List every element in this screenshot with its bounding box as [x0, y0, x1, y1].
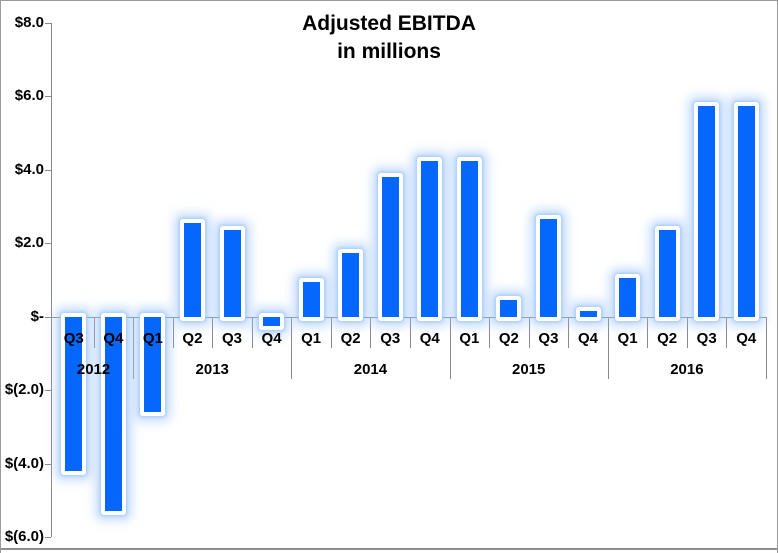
x-axis-tick — [370, 316, 372, 348]
x-axis-tick — [489, 316, 491, 348]
x-label-2015-q1: Q1 — [459, 330, 480, 347]
y-axis-label: $(6.0) — [4, 528, 44, 546]
y-axis-tick — [45, 23, 51, 24]
bar-2013-q1 — [140, 312, 166, 417]
x-axis-tick — [686, 316, 688, 348]
x-label-2016-q4: Q4 — [736, 330, 757, 347]
bar-2015-q4 — [575, 307, 601, 321]
y-axis-tick — [45, 316, 51, 318]
x-label-2016-q3: Q3 — [696, 330, 717, 347]
chart-title-line2: in millions — [337, 40, 441, 63]
y-axis-label: $- — [30, 307, 44, 325]
y-axis-label: $4.0 — [14, 160, 44, 178]
bar-2016-q3 — [694, 101, 720, 321]
year-separator — [449, 316, 451, 379]
x-label-2015-q3: Q3 — [538, 330, 559, 347]
x-axis-line — [51, 316, 767, 318]
y-axis-tick — [45, 243, 51, 245]
x-label-2013-q1: Q1 — [142, 330, 163, 347]
year-separator — [133, 316, 135, 379]
x-axis-tick — [93, 316, 95, 348]
x-label-2015-q2: Q2 — [498, 330, 519, 347]
x-label-2013-q3: Q3 — [221, 330, 242, 347]
x-axis-tick — [212, 316, 214, 348]
x-year-label-2012: 2012 — [76, 361, 111, 378]
y-axis-label: $2.0 — [14, 234, 44, 252]
x-axis-tick — [726, 316, 728, 348]
x-axis-tick — [172, 316, 174, 348]
year-separator — [766, 316, 767, 379]
x-label-2014-q4: Q4 — [419, 330, 440, 347]
x-label-2014-q1: Q1 — [301, 330, 322, 347]
x-axis-tick — [647, 316, 649, 348]
x-label-2013-q2: Q2 — [182, 330, 203, 347]
bar-2012-q3 — [61, 312, 87, 476]
chart-title: Adjusted EBITDA in millions — [1, 10, 777, 66]
bar-2015-q2 — [496, 296, 522, 321]
x-year-label-2015: 2015 — [511, 361, 546, 378]
bar-2012-q4 — [100, 312, 126, 516]
bar-2016-q4 — [733, 101, 759, 321]
y-axis-label: $6.0 — [14, 87, 44, 105]
y-axis-tick — [45, 96, 51, 98]
x-label-2014-q2: Q2 — [340, 330, 361, 347]
bar-2014-q4 — [417, 156, 443, 321]
x-axis-tick — [568, 316, 570, 348]
y-axis-line — [51, 23, 52, 538]
bar-2014-q3 — [377, 173, 403, 321]
bar-2013-q4 — [259, 312, 285, 330]
year-separator — [291, 316, 293, 379]
y-axis-tick — [45, 537, 51, 539]
x-label-2015-q4: Q4 — [577, 330, 598, 347]
x-axis-tick — [330, 316, 332, 348]
year-separator — [607, 316, 609, 379]
bar-2015-q3 — [535, 215, 561, 321]
y-axis-tick — [45, 390, 51, 392]
bar-2016-q1 — [615, 274, 641, 321]
bar-2014-q2 — [338, 248, 364, 321]
x-label-2016-q2: Q2 — [657, 330, 678, 347]
bar-2014-q1 — [298, 277, 324, 321]
y-axis-label: $(4.0) — [4, 454, 44, 472]
y-axis-tick — [45, 463, 51, 465]
x-label-2013-q4: Q4 — [261, 330, 282, 347]
x-year-label-2014: 2014 — [353, 361, 388, 378]
x-label-2012-q3: Q3 — [63, 330, 84, 347]
y-axis-label: $8.0 — [14, 14, 44, 31]
chart-frame-bottom-border — [1, 548, 777, 550]
x-axis-tick — [410, 316, 411, 348]
x-label-2012-q4: Q4 — [103, 330, 124, 347]
x-label-2014-q3: Q3 — [380, 330, 401, 347]
chart-title-line1: Adjusted EBITDA — [302, 12, 476, 35]
x-label-2016-q1: Q1 — [617, 330, 638, 347]
x-year-label-2013: 2013 — [195, 361, 229, 378]
y-axis-tick — [45, 169, 51, 171]
y-axis-label: $(2.0) — [4, 381, 44, 399]
x-axis-tick — [528, 316, 530, 348]
bar-2015-q1 — [456, 156, 482, 321]
x-year-label-2016: 2016 — [670, 361, 704, 378]
bar-2016-q2 — [654, 226, 680, 321]
bar-2013-q2 — [179, 219, 205, 321]
x-axis-tick — [251, 316, 253, 348]
bar-2013-q3 — [219, 226, 245, 321]
